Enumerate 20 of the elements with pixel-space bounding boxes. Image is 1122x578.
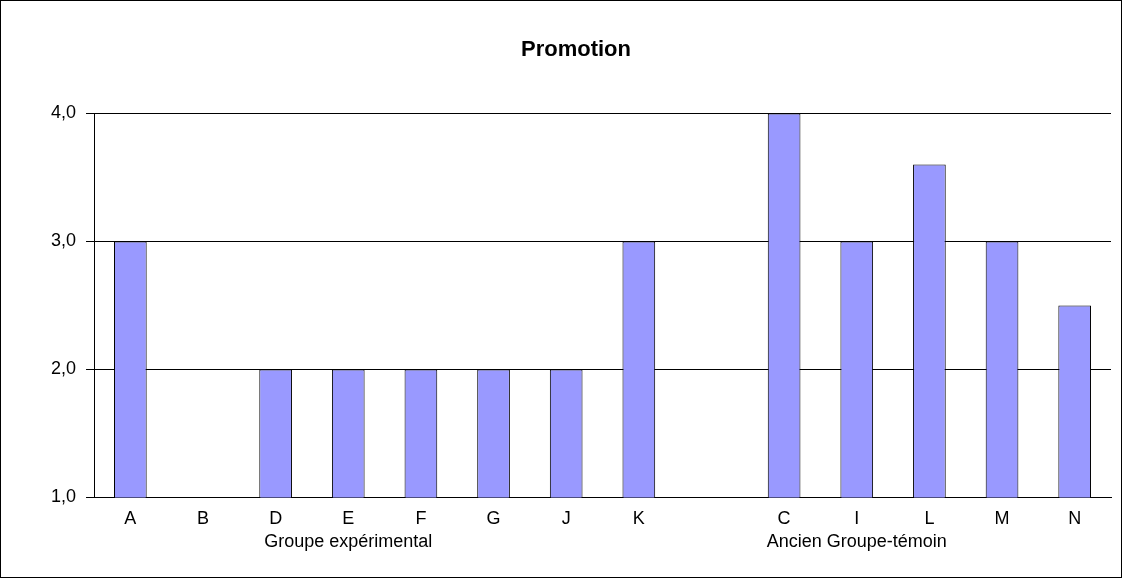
x-tick-label: C: [777, 508, 791, 529]
y-tick-label: 1,0: [50, 486, 77, 507]
x-tick-label: D: [269, 508, 283, 529]
x-tick-label: N: [1068, 508, 1082, 529]
x-tick-label: B: [196, 508, 209, 529]
x-tick-label: E: [342, 508, 355, 529]
x-tick-label: M: [994, 508, 1010, 529]
x-tick-label: K: [632, 508, 645, 529]
text: Ancien Groupe-témoin: [766, 531, 947, 552]
text: Groupe expérimental: [264, 531, 433, 552]
x-tick-label: A: [124, 508, 137, 529]
chart-title: Promotion: [521, 36, 631, 62]
x-tick-label: L: [924, 508, 935, 529]
x-tick-label: I: [854, 508, 860, 529]
x-tick-label: G: [486, 508, 501, 529]
y-tick-label: 2,0: [50, 358, 77, 379]
y-tick-label: 3,0: [50, 230, 77, 251]
x-tick-label: J: [561, 508, 571, 529]
y-tick-label: 4,0: [50, 102, 77, 123]
x-tick-label: F: [415, 508, 427, 529]
